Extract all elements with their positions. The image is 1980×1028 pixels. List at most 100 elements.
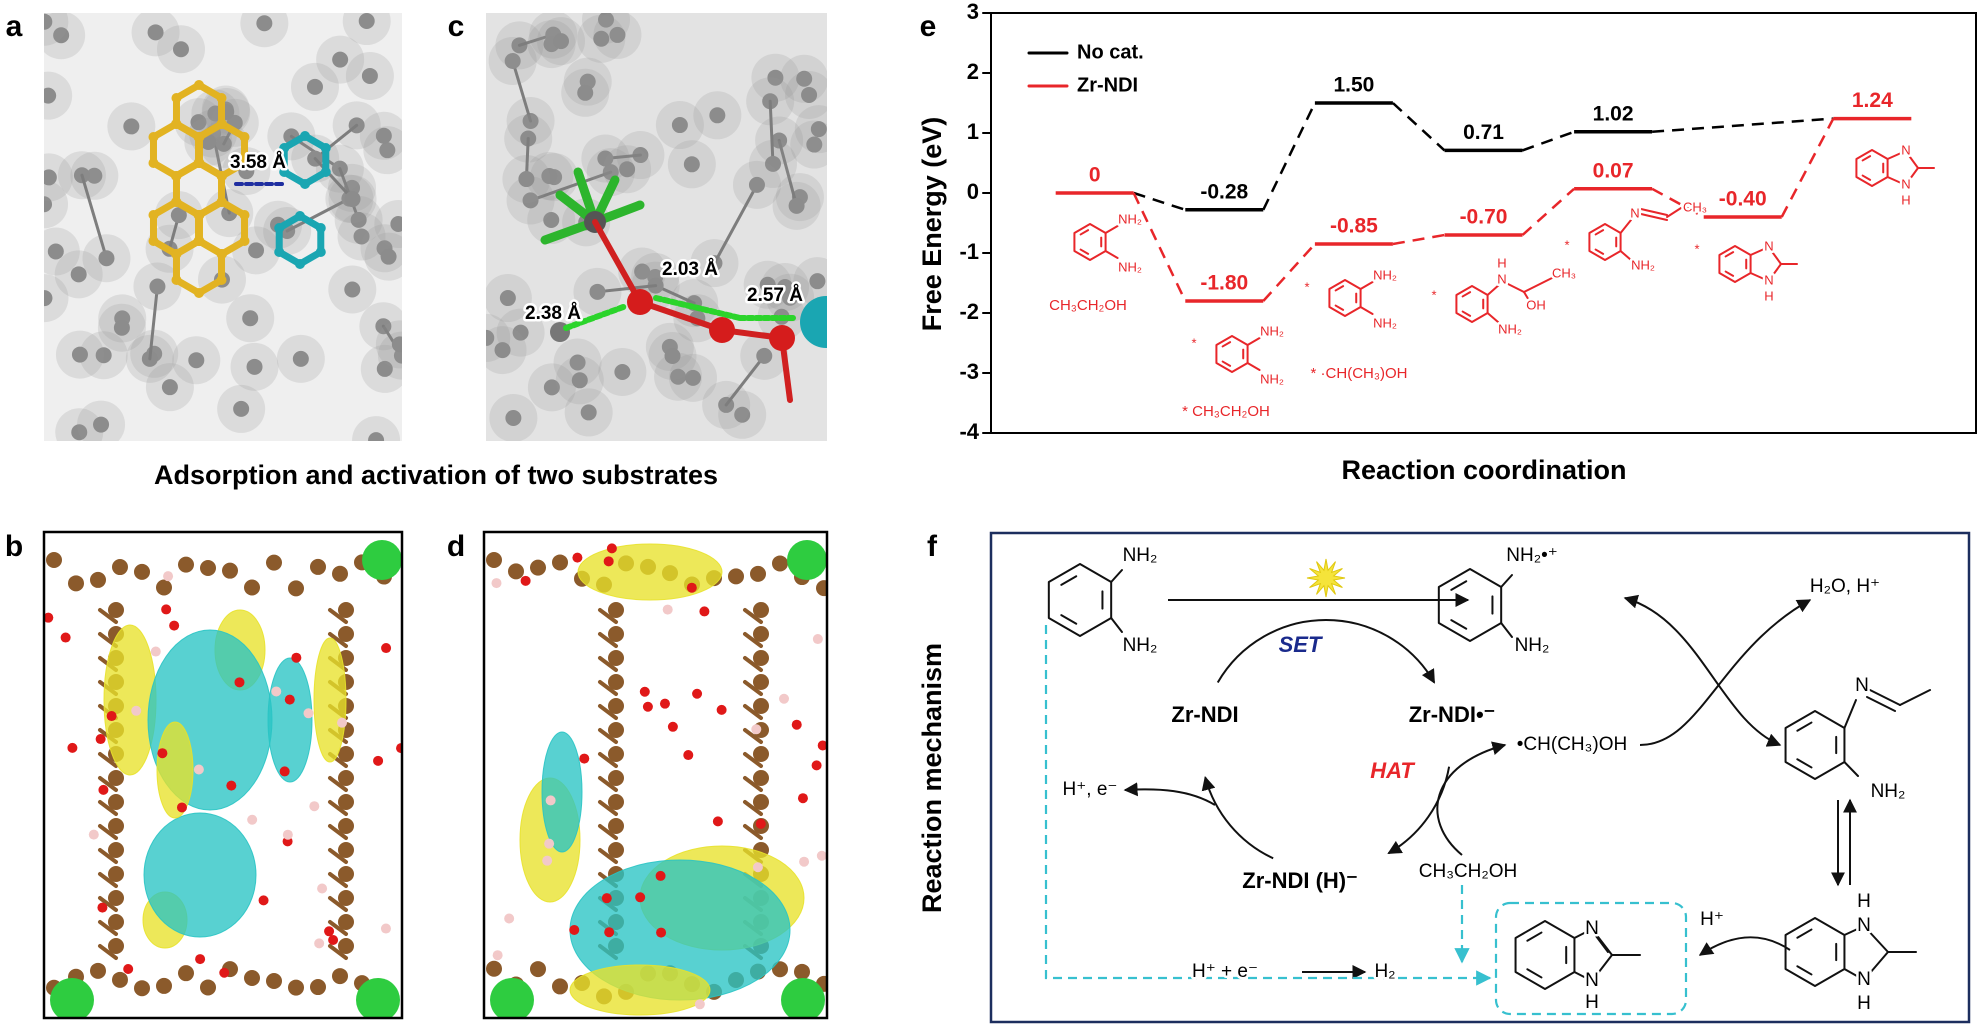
atom <box>608 698 624 714</box>
isosurface <box>143 812 257 938</box>
bond <box>98 944 118 960</box>
y-tick-label: -1 <box>959 239 979 264</box>
atom <box>379 142 396 159</box>
bond <box>1843 761 1859 777</box>
atom <box>608 818 624 834</box>
atom <box>194 132 204 142</box>
bond <box>1843 925 1865 936</box>
atom <box>309 801 320 812</box>
structure-label: * <box>1304 279 1309 294</box>
atom <box>239 158 250 168</box>
value-label: -0.28 <box>1200 180 1248 203</box>
atom <box>171 197 181 207</box>
bond <box>777 138 799 208</box>
atom <box>338 842 354 858</box>
panel-label: d <box>447 530 465 563</box>
atom <box>809 273 826 290</box>
bond <box>1886 176 1907 186</box>
mechanism-label: H⁺ <box>1700 909 1724 930</box>
connector <box>1521 187 1575 236</box>
atom <box>709 317 735 343</box>
atom <box>571 372 588 389</box>
mechanism-label: H₂ <box>1374 961 1395 982</box>
bond <box>1500 622 1513 638</box>
atom <box>635 892 646 903</box>
bond <box>529 170 613 202</box>
atom-halo <box>44 153 73 202</box>
atom <box>544 838 555 849</box>
atom <box>499 290 516 307</box>
bond <box>724 354 766 407</box>
panel-label: a <box>6 10 23 43</box>
bond <box>1591 928 1613 956</box>
bond <box>98 776 118 792</box>
atom <box>530 961 546 978</box>
bond <box>1246 362 1261 371</box>
structure-label: * <box>1564 237 1569 252</box>
bond <box>1359 306 1374 315</box>
structure-label: N <box>1630 205 1639 220</box>
structure-label: NH₂ <box>1118 259 1142 274</box>
atom <box>216 171 227 181</box>
atom <box>332 565 348 582</box>
y-tick-label: -2 <box>959 299 979 324</box>
atom <box>242 310 259 327</box>
value-label: -1.80 <box>1200 272 1248 295</box>
atom-halo <box>44 274 69 323</box>
bond <box>1079 248 1090 255</box>
atom <box>134 563 150 580</box>
structure-label: NH₂ <box>1498 321 1522 336</box>
atom <box>314 938 325 949</box>
atom <box>60 632 71 643</box>
y-tick-label: 0 <box>967 179 979 204</box>
atom <box>373 755 384 766</box>
atom <box>234 677 245 688</box>
atom <box>801 86 818 103</box>
bond <box>1749 272 1770 282</box>
plot-frame <box>990 12 1977 434</box>
atom <box>505 409 522 426</box>
bond <box>328 824 348 840</box>
atom <box>753 626 769 642</box>
bond <box>1461 291 1472 298</box>
mechanism-label: CH₃CH₂OH <box>1419 861 1518 882</box>
mechanism-label: H <box>1585 992 1599 1013</box>
bond <box>1221 341 1232 348</box>
bond <box>598 776 618 792</box>
mechanism-label: NH₂ <box>1123 635 1158 656</box>
bond <box>1591 954 1613 982</box>
atom <box>604 927 615 938</box>
bond <box>743 680 763 696</box>
atom <box>271 686 282 697</box>
mechanism-label: N <box>1855 675 1869 696</box>
atom <box>216 93 227 103</box>
atom <box>572 552 583 563</box>
bond <box>1486 283 1501 296</box>
atom <box>315 247 326 257</box>
atom <box>170 207 187 224</box>
atom <box>193 764 204 775</box>
atom <box>699 606 710 617</box>
atom <box>504 913 515 924</box>
atom <box>70 266 87 283</box>
atom <box>123 963 134 974</box>
bond <box>1486 312 1499 323</box>
connector <box>1780 118 1835 218</box>
atom <box>112 559 128 576</box>
atom <box>356 978 400 1018</box>
atom <box>244 579 260 596</box>
connector <box>1392 102 1446 152</box>
bond <box>1526 968 1543 979</box>
atom-halo <box>374 199 402 248</box>
atom <box>53 27 70 44</box>
atom <box>608 650 624 666</box>
atom <box>338 794 354 810</box>
distance-label: 3.58 Å <box>230 152 286 173</box>
atom <box>376 360 393 377</box>
atom <box>767 69 784 86</box>
bond <box>98 608 118 624</box>
atom <box>608 626 624 642</box>
atom <box>671 117 688 134</box>
bond <box>1904 150 1919 169</box>
atom <box>769 325 795 351</box>
